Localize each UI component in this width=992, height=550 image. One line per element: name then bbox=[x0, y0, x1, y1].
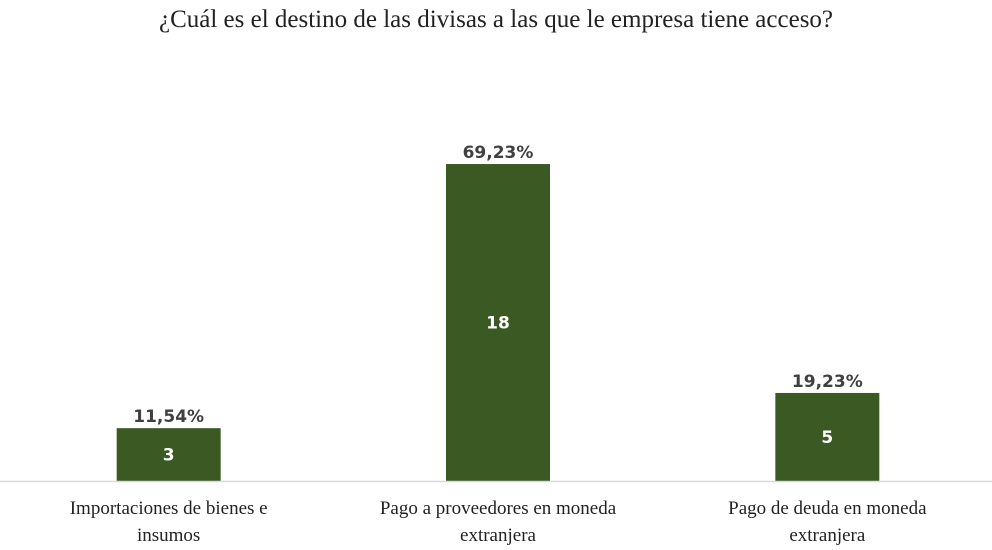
bar-count-label-0: 3 bbox=[163, 446, 175, 466]
bar-0 bbox=[116, 428, 221, 481]
category-label-1-line-0: Pago a proveedores en moneda bbox=[380, 498, 617, 519]
category-label-2-line-1: extranjera bbox=[789, 525, 866, 546]
category-label-1-line-1: extranjera bbox=[460, 525, 537, 546]
bar-percent-label-0: 11,54% bbox=[133, 407, 204, 427]
bar-2 bbox=[775, 392, 880, 481]
category-label-0-line-0: Importaciones de bienes e bbox=[70, 498, 268, 519]
bars-group bbox=[116, 164, 880, 481]
category-label-0-line-1: insumos bbox=[137, 525, 200, 546]
chart-title: ¿Cuál es el destino de las divisas a las… bbox=[158, 6, 834, 33]
labels-group: 11,54% 3 Importaciones de bienes e insumos 6… bbox=[70, 143, 927, 546]
category-label-2-line-0: Pago de deuda en moneda bbox=[728, 498, 927, 519]
bar-count-label-1: 18 bbox=[486, 314, 510, 334]
bar-count-label-2: 5 bbox=[821, 428, 833, 448]
bar-percent-label-1: 69,23% bbox=[463, 143, 534, 163]
bar-1 bbox=[446, 164, 550, 481]
bar-percent-label-2: 19,23% bbox=[792, 372, 863, 392]
